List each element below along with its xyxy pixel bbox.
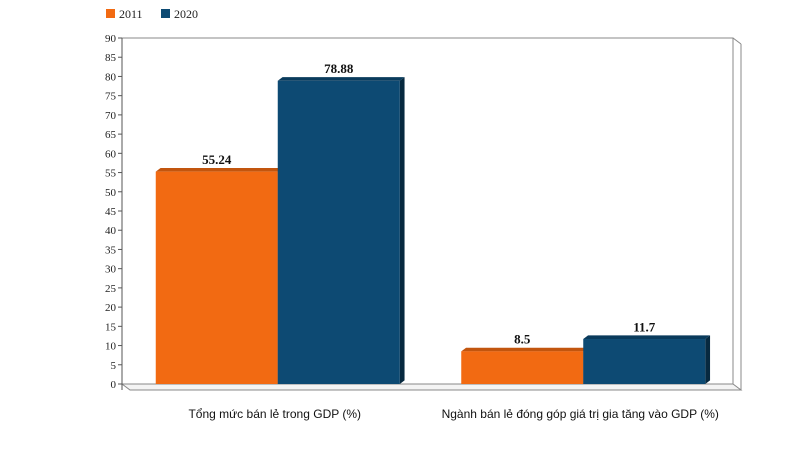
bar-top bbox=[155, 168, 283, 172]
y-tick-label: 60 bbox=[105, 148, 117, 160]
data-label-bg bbox=[502, 331, 543, 347]
y-tick-label: 75 bbox=[105, 91, 117, 103]
y-tick-label: 90 bbox=[105, 33, 117, 45]
data-label: 11.7 bbox=[633, 319, 656, 334]
y-tick-label: 40 bbox=[105, 225, 117, 237]
y-tick-label: 35 bbox=[105, 244, 117, 256]
legend-label: 2020 bbox=[174, 7, 198, 21]
bar-side bbox=[705, 335, 711, 384]
y-tick-label: 10 bbox=[105, 341, 117, 353]
y-tick-label: 30 bbox=[105, 264, 117, 276]
bar bbox=[583, 335, 711, 384]
bar-front bbox=[155, 171, 278, 384]
bar-front bbox=[583, 339, 706, 384]
x-category-label: Tổng mức bán lẻ trong GDP (%) bbox=[188, 407, 361, 421]
y-tick-label: 15 bbox=[105, 321, 117, 333]
bar bbox=[461, 347, 589, 384]
bars bbox=[155, 77, 711, 385]
y-tick-label: 0 bbox=[111, 379, 117, 391]
legend-item: 2020 bbox=[161, 7, 198, 21]
legend: 2011 2020 bbox=[106, 7, 198, 21]
y-tick-label: 65 bbox=[105, 129, 117, 141]
data-label: 78.88 bbox=[324, 61, 354, 76]
data-label: 8.5 bbox=[514, 332, 531, 347]
x-category-label: Ngành bán lẻ đóng góp giá trị gia tăng v… bbox=[442, 407, 719, 421]
y-tick-label: 50 bbox=[105, 187, 117, 199]
y-tick-label: 70 bbox=[105, 110, 117, 122]
y-tick-label: 80 bbox=[105, 71, 117, 83]
plot-depth-edge bbox=[732, 37, 742, 45]
plot-floor bbox=[120, 383, 743, 391]
data-labels: 55.24 78.88 8.5 11.7 bbox=[196, 61, 665, 347]
y-tick-label: 20 bbox=[105, 302, 117, 314]
data-label-bg bbox=[624, 319, 665, 335]
y-axis: 0 5 10 15 20 25 30 35 40 45 50 55 60 65 70 75 80 85 90 bbox=[105, 33, 123, 391]
y-tick-label: 5 bbox=[111, 360, 117, 372]
legend-item: 2011 bbox=[106, 7, 143, 21]
legend-label: 2011 bbox=[119, 7, 143, 21]
bar-front bbox=[277, 80, 400, 385]
y-tick-label: 45 bbox=[105, 206, 117, 218]
legend-swatch bbox=[106, 9, 115, 18]
data-label-bg bbox=[318, 61, 359, 77]
bar-top bbox=[583, 335, 711, 340]
bar-front bbox=[461, 351, 584, 384]
data-label-bg bbox=[196, 152, 237, 168]
bar-top bbox=[461, 347, 589, 352]
bar-side bbox=[399, 77, 405, 385]
bar bbox=[155, 168, 283, 384]
y-tick-label: 25 bbox=[105, 283, 117, 295]
bar bbox=[277, 77, 405, 385]
legend-swatch bbox=[161, 9, 170, 18]
x-axis: Tổng mức bán lẻ trong GDP (%) Ngành bán l… bbox=[188, 407, 718, 421]
y-tick-label: 85 bbox=[105, 52, 117, 64]
y-tick-label: 55 bbox=[105, 168, 117, 180]
bar-top bbox=[277, 77, 405, 81]
data-label: 55.24 bbox=[202, 152, 232, 167]
